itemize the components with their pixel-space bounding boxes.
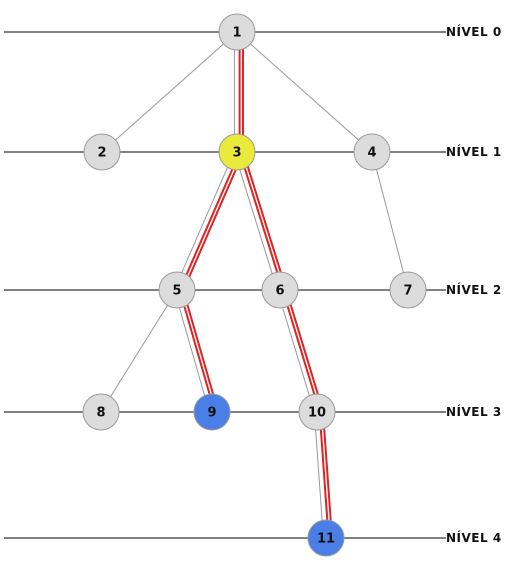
node-label-9: 9	[207, 406, 216, 421]
node-label-8: 8	[96, 406, 105, 421]
edge-1-4	[236, 31, 373, 153]
tree-edges	[100, 31, 409, 539]
level-label-2: NÍVEL 2	[446, 282, 502, 297]
level-lines	[4, 31, 446, 539]
node-circle-6	[261, 271, 299, 309]
node-label-7: 7	[403, 284, 412, 299]
edge-6-10	[277, 287, 324, 413]
node-label-11: 11	[317, 532, 335, 547]
level-label-4: NÍVEL 4	[446, 530, 502, 545]
node-4: 4	[353, 133, 391, 171]
edge-3-6	[234, 149, 287, 291]
edge-3-5	[174, 150, 244, 293]
node-label-6: 6	[275, 284, 284, 299]
level-label-1: NÍVEL 1	[446, 144, 502, 159]
edge-10-11	[313, 411, 333, 539]
node-circle-7	[389, 271, 427, 309]
node-label-3: 3	[232, 146, 241, 161]
node-2: 2	[83, 133, 121, 171]
node-label-5: 5	[172, 284, 181, 299]
node-1: 1	[218, 13, 256, 51]
edge-5-8	[100, 289, 178, 413]
level-label-3: NÍVEL 3	[446, 404, 502, 419]
node-circle-3	[218, 133, 256, 171]
node-circle-5	[158, 271, 196, 309]
node-10: 10	[298, 393, 336, 431]
node-7: 7	[389, 271, 427, 309]
node-label-10: 10	[308, 406, 326, 421]
node-label-2: 2	[97, 146, 106, 161]
tree-nodes: 1 2 3 4 5 6 7 8 9 10 11	[82, 13, 427, 557]
edge-4-7	[371, 151, 409, 291]
node-11: 11	[307, 519, 345, 557]
node-circle-10	[298, 393, 336, 431]
node-3: 3	[218, 133, 256, 171]
node-label-4: 4	[367, 146, 376, 161]
edge-5-9	[174, 288, 219, 413]
node-8: 8	[82, 393, 120, 431]
node-circle-9	[193, 393, 231, 431]
edge-1-3	[233, 32, 244, 152]
node-5: 5	[158, 271, 196, 309]
node-circle-4	[353, 133, 391, 171]
node-circle-11	[307, 519, 345, 557]
node-label-1: 1	[232, 26, 241, 41]
node-9: 9	[193, 393, 231, 431]
node-circle-2	[83, 133, 121, 171]
level-label-0: NÍVEL 0	[446, 24, 502, 39]
node-circle-8	[82, 393, 120, 431]
node-circle-1	[218, 13, 256, 51]
edge-1-2	[101, 31, 238, 153]
node-6: 6	[261, 271, 299, 309]
level-labels: NÍVEL 0 NÍVEL 1 NÍVEL 2 NÍVEL 3 NÍVEL 4	[446, 24, 502, 545]
